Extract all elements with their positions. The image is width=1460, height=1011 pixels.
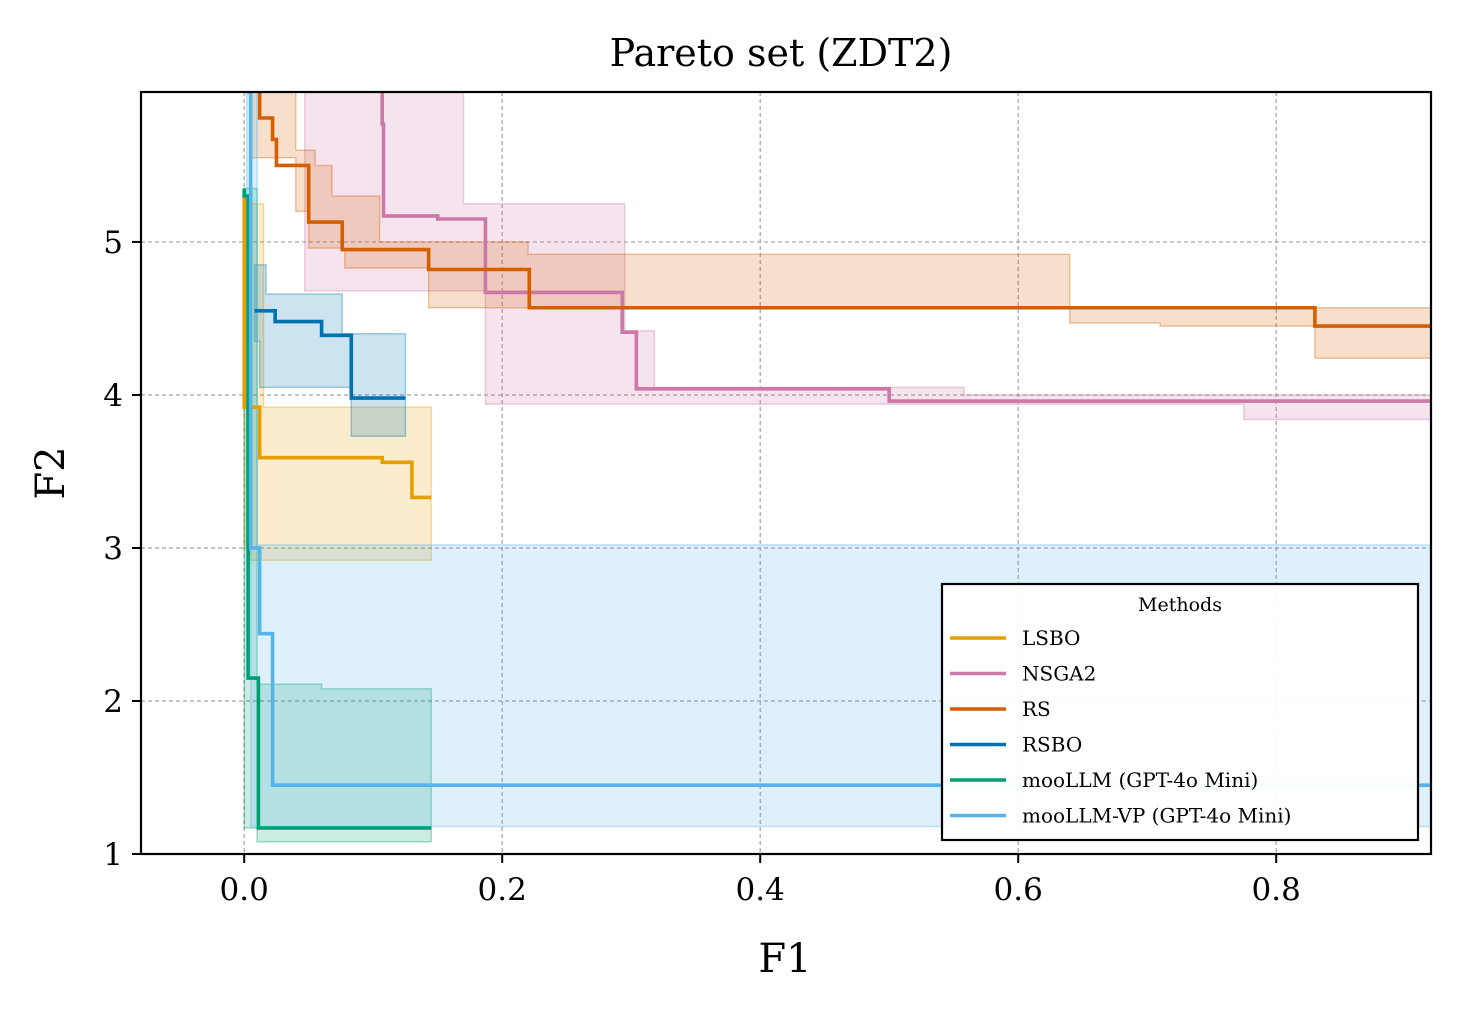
band-moollm-gpt-4o-mini	[243, 187, 432, 843]
legend-label-rsbo: RSBO	[1022, 733, 1082, 757]
y-tick-label: 3	[103, 531, 123, 567]
legend-items: LSBO NSGA2 RS RSBO mooLLM (GPT-4o Mini) mooLL…	[950, 626, 1291, 828]
legend-label-lsbo: LSBO	[1022, 626, 1080, 650]
x-tick-label: 0.2	[478, 872, 527, 908]
x-tick-label: 0.6	[994, 872, 1043, 908]
series-line-rs	[257, 92, 1431, 328]
band-rsbo	[253, 264, 407, 438]
plot-frame	[139, 90, 1433, 856]
y-ticks: 1 2 3 4 5	[103, 225, 141, 873]
legend-box	[940, 582, 1420, 842]
series-line-moollm-vp-gpt-4o-mini	[246, 92, 1431, 787]
legend-title: Methods	[1138, 594, 1222, 616]
x-tick-label: 0.0	[220, 872, 269, 908]
legend-label-nsga2: NSGA2	[1022, 662, 1096, 686]
y-tick-label: 2	[103, 684, 123, 720]
y-tick-label: 5	[103, 225, 123, 261]
y-tick-label: 1	[103, 837, 123, 873]
legend-label-moollm-gpt-4o-mini: mooLLM (GPT-4o Mini)	[1022, 768, 1258, 792]
chart-title: Pareto set (ZDT2)	[610, 31, 953, 75]
series-line-nsga2	[380, 92, 1431, 403]
x-tick-label: 0.4	[736, 872, 785, 908]
legend-label-moollm-vp-gpt-4o-mini: mooLLM-VP (GPT-4o Mini)	[1022, 804, 1291, 828]
x-axis-label: F1	[758, 936, 811, 982]
legend: Methods LSBO NSGA2 RS RSBO mooLLM (GPT-4o Mi…	[940, 582, 1420, 842]
x-tick-label: 0.8	[1252, 872, 1301, 908]
x-ticks: 0.0 0.2 0.4 0.6 0.8	[220, 854, 1301, 908]
y-tick-label: 4	[103, 378, 123, 414]
series-line-moollm-gpt-4o-mini	[242, 188, 432, 830]
band-nsga2	[304, 92, 1431, 421]
series-line-rsbo	[254, 309, 406, 400]
series-lines	[242, 92, 1431, 830]
y-axis-label: F2	[28, 446, 74, 499]
legend-label-rs: RS	[1022, 697, 1051, 721]
